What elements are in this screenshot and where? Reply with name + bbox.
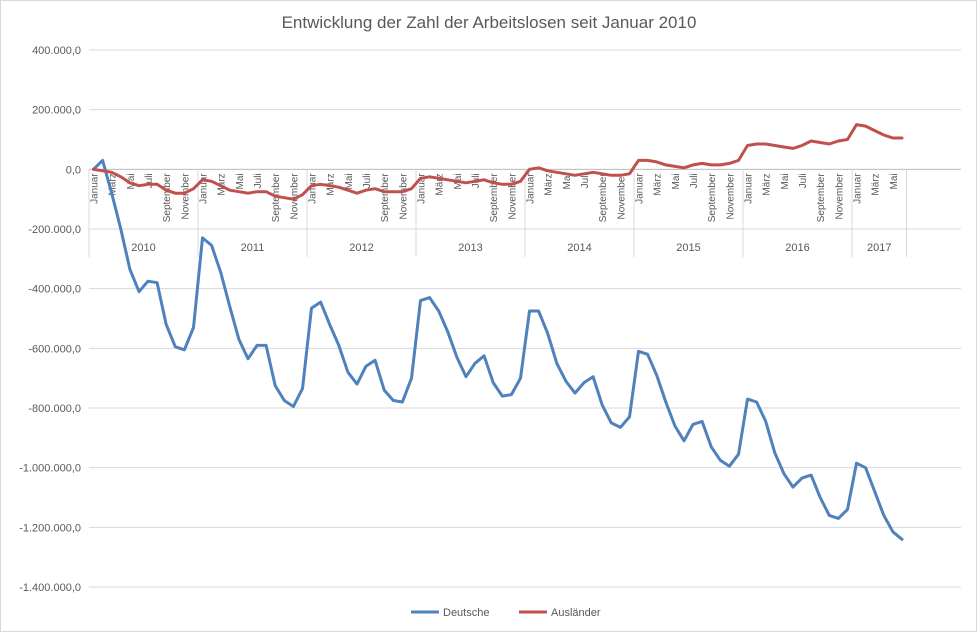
year-label: 2017 (867, 242, 891, 254)
year-label: 2014 (567, 242, 591, 254)
month-tick-label: November (289, 173, 300, 220)
month-tick-label: Mai (562, 173, 573, 189)
month-tick-label: Januar (526, 173, 537, 204)
y-tick-label: 200.000,0 (32, 105, 81, 117)
month-tick-label: Januar (199, 173, 210, 204)
x-axis: Januar März Mai Juli September November Januar… (88, 168, 961, 257)
month-tick-label: Januar (90, 173, 101, 204)
y-tick-label: -1.200.000,0 (19, 522, 81, 534)
year-label: 2010 (131, 242, 155, 254)
legend: Deutsche Ausländer (411, 607, 601, 619)
month-tick-label: März (108, 173, 119, 195)
month-tick-label: November (834, 173, 845, 220)
year-label: 2011 (241, 242, 265, 254)
series-line-ausländer (92, 123, 904, 201)
month-tick-label: Juli (362, 173, 373, 188)
month-tick-label: November (725, 173, 736, 220)
legend-label: Deutsche (443, 607, 489, 619)
month-tick-label: Mai (235, 173, 246, 189)
month-tick-label: November (398, 173, 409, 220)
y-tick-label: -1.000.000,0 (19, 463, 81, 475)
month-tick-label: Juli (144, 173, 155, 188)
year-label: 2013 (458, 242, 482, 254)
month-tick-label: März (762, 173, 773, 195)
series-lines (92, 123, 904, 541)
month-tick-label: März (435, 173, 446, 195)
month-tick-label: März (653, 173, 664, 195)
gridlines (89, 49, 961, 588)
month-tick-label: Mai (126, 173, 137, 189)
month-tick-label: September (707, 173, 718, 223)
month-tick-label: Mai (889, 173, 900, 189)
y-tick-label: -200.000,0 (28, 224, 81, 236)
month-tick-label: März (871, 173, 882, 195)
month-tick-label: September (598, 173, 609, 223)
y-tick-label: -600.000,0 (28, 343, 81, 355)
month-tick-label: Januar (417, 173, 428, 204)
month-tick-label: Januar (744, 173, 755, 204)
y-tick-label: -1.400.000,0 (19, 582, 81, 594)
month-tick-label: November (180, 173, 191, 220)
month-tick-label: Januar (308, 173, 319, 204)
y-axis-tick-labels: 400.000,0 200.000,0 0,0 -200.000,0 -400.000,… (19, 45, 81, 594)
month-tick-label: September (380, 173, 391, 223)
month-tick-label: Juli (580, 173, 591, 188)
chart-title: Entwicklung der Zahl der Arbeitslosen se… (282, 13, 697, 32)
y-tick-label: 0,0 (66, 164, 81, 176)
month-tick-label: Juli (253, 173, 264, 188)
month-tick-label: September (816, 173, 827, 223)
year-label: 2015 (676, 242, 700, 254)
y-tick-label: 400.000,0 (32, 45, 81, 57)
month-tick-label: September (489, 173, 500, 223)
month-tick-label: März (217, 173, 228, 195)
y-tick-label: -400.000,0 (28, 284, 81, 296)
month-tick-label: Mai (344, 173, 355, 189)
series-line-deutsche (92, 158, 904, 541)
year-label: 2012 (349, 242, 373, 254)
y-tick-label: -800.000,0 (28, 403, 81, 415)
month-tick-label: Juli (798, 173, 809, 188)
month-tick-label: September (162, 173, 173, 223)
month-tick-label: Januar (853, 173, 864, 204)
month-tick-label: November (616, 173, 627, 220)
year-label: 2016 (785, 242, 809, 254)
month-tick-label: Mai (671, 173, 682, 189)
month-tick-label: Mai (780, 173, 791, 189)
month-tick-label: November (507, 173, 518, 220)
month-tick-label: Januar (635, 173, 646, 204)
legend-label: Ausländer (551, 607, 601, 619)
month-tick-label: Juli (689, 173, 700, 188)
month-tick-label: März (544, 173, 555, 195)
